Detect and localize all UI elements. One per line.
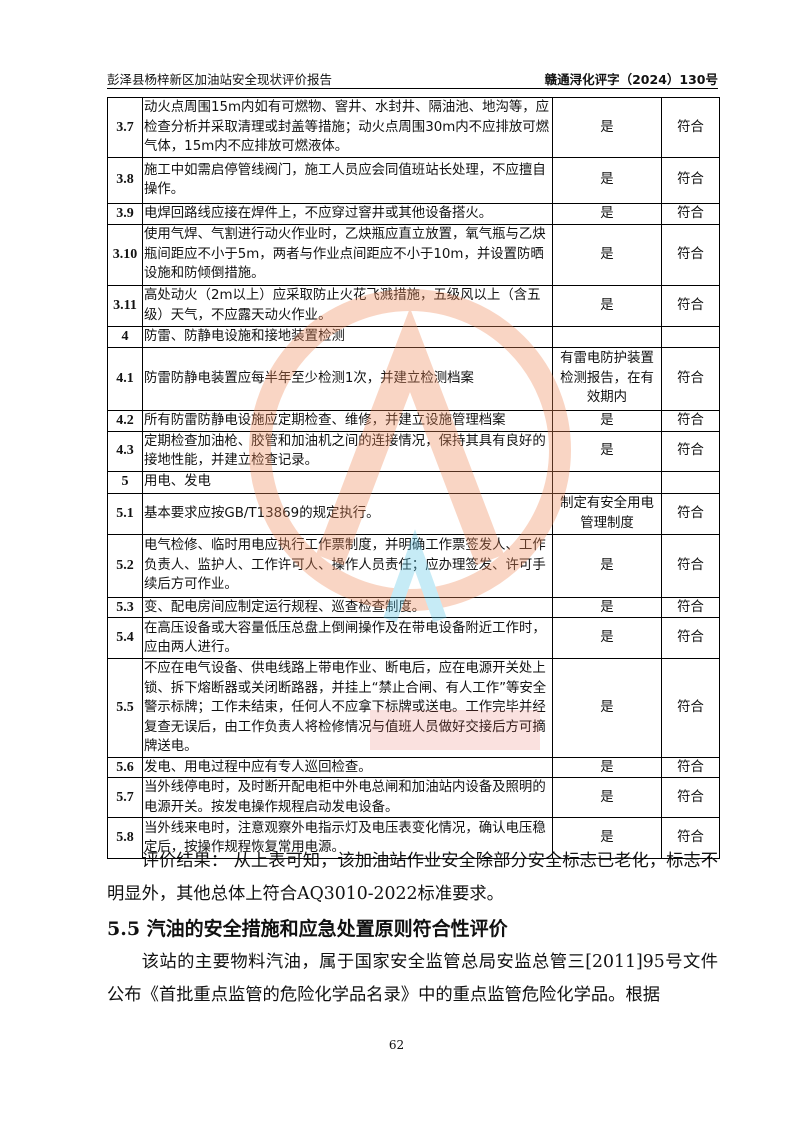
item-result: 是 (552, 617, 662, 659)
item-content: 不应在电气设备、供电线路上带电作业、断电后，应在电源开关处上锁、拆下熔断器或关闭… (142, 658, 553, 758)
item-content: 变、配电房间应制定运行规程、巡查检查制度。 (142, 596, 553, 618)
item-conclusion: 符合 (661, 756, 720, 778)
item-result: 制定有安全用电管理制度 (552, 492, 662, 535)
item-conclusion: 符合 (661, 284, 720, 327)
report-title: 彭泽县杨梓新区加油站安全现状评价报告 (107, 72, 333, 87)
item-result: 有雷电防护装置检测报告，在有效期内 (552, 346, 662, 411)
item-result: 是 (552, 658, 662, 758)
item-result: 是 (552, 596, 662, 618)
item-number: 4 (107, 325, 143, 348)
item-number: 5.8 (107, 817, 143, 859)
item-number: 4.1 (107, 346, 143, 411)
item-conclusion: 符合 (661, 533, 720, 598)
page-header: 彭泽县杨梓新区加油站安全现状评价报告 赣通浔化评字（2024）130号 (107, 66, 718, 89)
item-result: 是 (552, 409, 662, 432)
table-row: 3.10 使用气焊、气割进行动火作业时，乙炔瓶应直立放置，氧气瓶与乙炔瓶间距应不小… (107, 223, 720, 286)
item-conclusion: 符合 (661, 156, 720, 204)
item-content: 电焊回路线应接在焊件上，不应穿过窨井或其他设备搭火。 (142, 202, 553, 225)
item-number: 5.1 (107, 492, 143, 535)
item-result: 是 (552, 756, 662, 778)
item-conclusion: 符合 (661, 492, 720, 535)
table-row: 5.1 基本要求应按GB/T13869的规定执行。 制定有安全用电管理制度 符合 (107, 492, 720, 535)
table-row: 5.7 当外线停电时，及时断开配电柜中外电总闸和加油站内设备及照明的电源开关。按发… (107, 777, 720, 818)
item-number: 4.3 (107, 430, 143, 472)
table-row: 5.2 电气检修、临时用电应执行工作票制度，并明确工作票签发人、工作负责人、监护人… (107, 533, 720, 598)
item-conclusion: 符合 (661, 658, 720, 758)
item-result: 是 (552, 202, 662, 225)
item-number: 3.10 (107, 223, 143, 286)
item-result: 是 (552, 223, 662, 286)
item-result: 是 (552, 777, 662, 818)
item-content: 高处动火（2m以上）应采取防止火花飞溅措施，五级风以上（含五级）天气，不应露天动… (142, 284, 553, 327)
item-conclusion: 符合 (661, 202, 720, 225)
item-conclusion: 符合 (661, 409, 720, 432)
item-number: 5.3 (107, 596, 143, 618)
item-content: 防雷防静电装置应每半年至少检测1次，并建立检测档案 (142, 346, 553, 411)
item-conclusion: 符合 (661, 97, 720, 158)
item-conclusion: 符合 (661, 617, 720, 659)
table-row: 5.6 发电、用电过程中应有专人巡回检查。是符合 (107, 756, 720, 778)
table-row: 4 防雷、防静电设施和接地装置检测 (107, 325, 720, 348)
evaluation-result: 评价结果： 从上表可知，该加油站作业安全除部分安全标志已老化，标志不明显外，其他… (107, 851, 718, 904)
item-result: 是 (552, 284, 662, 327)
item-number: 3.9 (107, 202, 143, 225)
section-heading: 5.5 汽油的安全措施和应急处置原则符合性评价 (107, 918, 508, 940)
item-result (552, 470, 662, 494)
item-number: 5.2 (107, 533, 143, 598)
item-number: 3.7 (107, 97, 143, 158)
item-conclusion: 符合 (661, 817, 720, 859)
item-content: 所有防雷防静电设施应定期检查、维修，并建立设施管理档案 (142, 409, 553, 432)
table-row: 4.2 所有防雷防静电设施应定期检查、维修，并建立设施管理档案是符合 (107, 409, 720, 432)
report-number: 赣通浔化评字（2024）130号 (544, 72, 718, 87)
item-result (552, 325, 662, 348)
item-content: 防雷、防静电设施和接地装置检测 (142, 325, 553, 348)
table-row: 4.1 防雷防静电装置应每半年至少检测1次，并建立检测档案 有雷电防护装置检测报告，… (107, 346, 720, 411)
table-row: 5 用电、发电 (107, 470, 720, 494)
item-result: 是 (552, 533, 662, 598)
item-number: 5.7 (107, 777, 143, 818)
item-number: 5.6 (107, 756, 143, 778)
item-conclusion: 符合 (661, 777, 720, 818)
table-row: 5.8 当外线来电时，注意观察外电指示灯及电压表变化情况，确认电压稳定后，按操作规… (107, 817, 720, 859)
item-number: 3.8 (107, 156, 143, 204)
item-content: 在高压设备或大容量低压总盘上倒闸操作及在带电设备附近工作时，应由两人进行。 (142, 617, 553, 659)
item-result: 是 (552, 817, 662, 859)
item-content: 当外线来电时，注意观察外电指示灯及电压表变化情况，确认电压稳定后，按操作规程恢复… (142, 817, 553, 859)
table-row: 5.5 不应在电气设备、供电线路上带电作业、断电后，应在电源开关处上锁、拆下熔断器… (107, 658, 720, 758)
item-conclusion: 符合 (661, 430, 720, 472)
item-conclusion (661, 470, 720, 494)
item-conclusion (661, 325, 720, 348)
table-row: 3.7 动火点周围15m内如有可燃物、窨井、水封井、隔油池、地沟等，应检查分析并采… (107, 97, 720, 158)
section-paragraph: 该站的主要物料汽油，属于国家安全监管总局安监总管三[2011]95号文件公布《首… (107, 952, 718, 1005)
compliance-table: 3.7 动火点周围15m内如有可燃物、窨井、水封井、隔油池、地沟等，应检查分析并采… (107, 97, 720, 859)
item-content: 基本要求应按GB/T13869的规定执行。 (142, 492, 553, 535)
item-number: 4.2 (107, 409, 143, 432)
item-content: 发电、用电过程中应有专人巡回检查。 (142, 756, 553, 778)
item-content: 施工中如需启停管线阀门，施工人员应会同值班站长处理，不应擅自操作。 (142, 156, 553, 204)
item-result: 是 (552, 430, 662, 472)
table-row: 4.3 定期检查加油枪、胶管和加油机之间的连接情况，保持其具有良好的接地性能，并建… (107, 430, 720, 472)
item-number: 5 (107, 470, 143, 494)
table-row: 3.11 高处动火（2m以上）应采取防止火花飞溅措施，五级风以上（含五级）天气，不… (107, 284, 720, 327)
item-number: 3.11 (107, 284, 143, 327)
item-number: 5.5 (107, 658, 143, 758)
item-content: 用电、发电 (142, 470, 553, 494)
item-content: 定期检查加油枪、胶管和加油机之间的连接情况，保持其具有良好的接地性能，并建立检查… (142, 430, 553, 472)
table-row: 5.3 变、配电房间应制定运行规程、巡查检查制度。是符合 (107, 596, 720, 618)
item-conclusion: 符合 (661, 596, 720, 618)
item-result: 是 (552, 156, 662, 204)
page-number: 62 (388, 1038, 405, 1052)
table-row: 5.4 在高压设备或大容量低压总盘上倒闸操作及在带电设备附近工作时，应由两人进行。… (107, 617, 720, 659)
item-conclusion: 符合 (661, 223, 720, 286)
table-row: 3.9 电焊回路线应接在焊件上，不应穿过窨井或其他设备搭火。是符合 (107, 202, 720, 225)
item-content: 当外线停电时，及时断开配电柜中外电总闸和加油站内设备及照明的电源开关。按发电操作… (142, 777, 553, 818)
item-result: 是 (552, 97, 662, 158)
item-content: 动火点周围15m内如有可燃物、窨井、水封井、隔油池、地沟等，应检查分析并采取清理… (142, 97, 553, 158)
item-content: 使用气焊、气割进行动火作业时，乙炔瓶应直立放置，氧气瓶与乙炔瓶间距应不小于5m，… (142, 223, 553, 286)
table-row: 3.8 施工中如需启停管线阀门，施工人员应会同值班站长处理，不应擅自操作。是符合 (107, 156, 720, 204)
item-content: 电气检修、临时用电应执行工作票制度，并明确工作票签发人、工作负责人、监护人、工作… (142, 533, 553, 598)
item-conclusion: 符合 (661, 346, 720, 411)
item-number: 5.4 (107, 617, 143, 659)
